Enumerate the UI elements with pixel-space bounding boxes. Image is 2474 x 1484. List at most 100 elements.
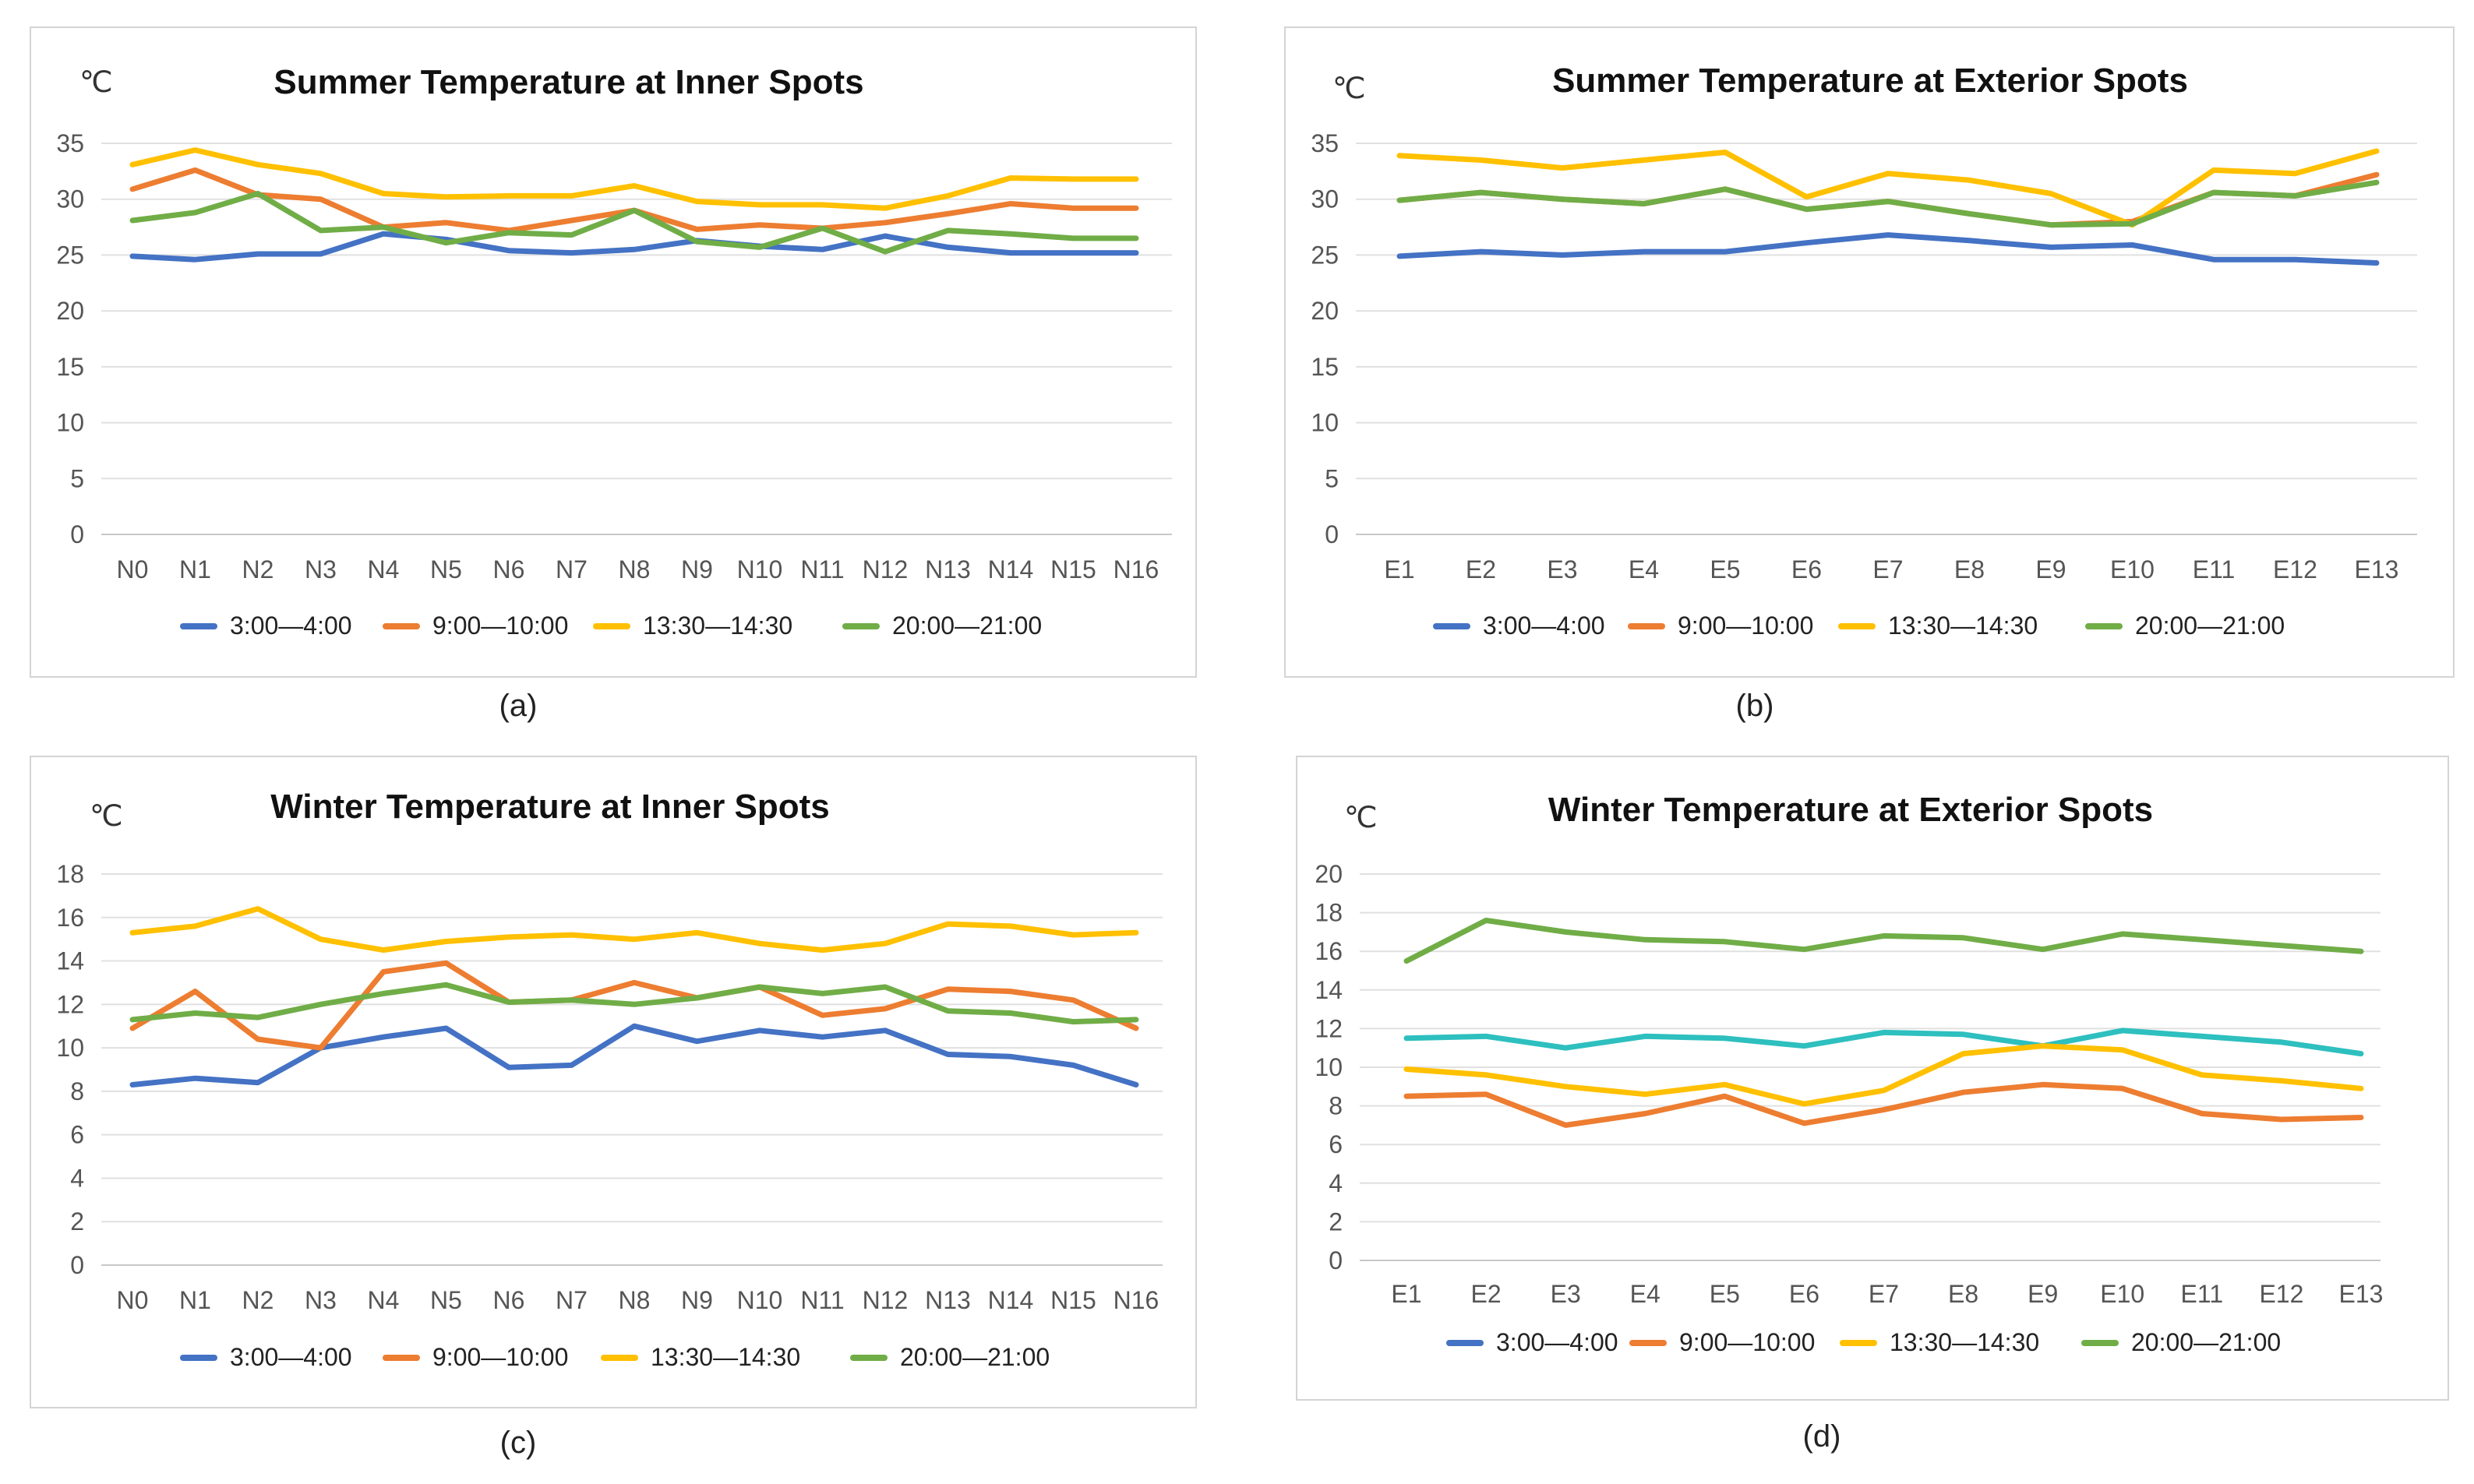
y-tick-label: 18	[56, 860, 84, 888]
caption-b: (b)	[1735, 689, 1774, 723]
legend-label: 3:00—4:00	[230, 1343, 352, 1371]
x-tick-label: E8	[1954, 555, 1985, 583]
caption-c: (c)	[499, 1426, 537, 1460]
x-tick-label: E10	[2100, 1280, 2144, 1308]
x-tick-label: N13	[925, 1286, 971, 1314]
x-tick-label: N3	[305, 1286, 337, 1314]
x-tick-label: E11	[2181, 1280, 2224, 1308]
x-tick-label: N11	[800, 555, 844, 583]
series-line	[1403, 1043, 2364, 1107]
legend-label: 20:00—21:00	[900, 1343, 1050, 1371]
legend-label: 13:30—14:30	[651, 1343, 800, 1371]
chart-a-xticks: N0 N1 N2 N3 N4 N5 N6 N7 N8 N9 N10 N11 N12 N13 N14 N15 N1…	[117, 555, 1159, 583]
y-tick-label: 6	[70, 1121, 84, 1149]
x-tick-label: N1	[179, 555, 211, 583]
series-line	[129, 1023, 1139, 1087]
x-tick-label: E9	[2035, 555, 2066, 583]
x-tick-label: N6	[493, 1286, 525, 1314]
x-tick-label: E13	[2355, 555, 2399, 583]
series-line	[1403, 1028, 2364, 1057]
series-line	[129, 231, 1139, 263]
x-tick-label: N14	[988, 1286, 1034, 1314]
chart-b-series	[1396, 148, 2380, 266]
series-line	[129, 167, 1139, 234]
series-line	[1403, 1081, 2364, 1128]
x-tick-label: E7	[1869, 1280, 1899, 1308]
y-tick-label: 16	[56, 904, 84, 932]
y-tick-label: 20	[1311, 297, 1339, 325]
legend-label: 20:00—21:00	[2135, 612, 2285, 640]
x-tick-label: N8	[619, 1286, 651, 1314]
chart-d-title: Winter Temperature at Exterior Spots	[1548, 791, 2153, 829]
y-tick-label: 10	[56, 1034, 84, 1062]
legend-label: 13:30—14:30	[1888, 612, 2038, 640]
y-tick-label: 12	[56, 990, 84, 1018]
x-tick-label: N10	[737, 1286, 783, 1314]
y-tick-label: 0	[70, 1251, 84, 1279]
x-tick-label: N13	[925, 555, 971, 583]
y-tick-label: 20	[56, 297, 84, 325]
x-tick-label: N0	[117, 555, 149, 583]
chart-d-series	[1403, 918, 2364, 1128]
chart-a-legend: 3:00—4:00 9:00—10:00 13:30—14:30 20:00—21:0…	[180, 612, 1042, 640]
series-line	[1396, 179, 2380, 228]
y-tick-label: 8	[1329, 1092, 1343, 1120]
x-tick-label: N0	[117, 1286, 149, 1314]
chart-b-svg: ℃ Summer Temperature at Exterior Spots 0…	[1311, 62, 2417, 640]
x-tick-label: N5	[430, 555, 462, 583]
x-tick-label: E8	[1948, 1280, 1978, 1308]
x-tick-label: E13	[2339, 1280, 2384, 1308]
chart-b-yticks: 0 5 10 15 20 25 30 35	[1311, 129, 1339, 548]
chart-b-title: Summer Temperature at Exterior Spots	[1552, 62, 2188, 100]
y-tick-label: 16	[1315, 937, 1343, 965]
x-tick-label: N10	[737, 555, 783, 583]
chart-panel-c: ℃ Winter Temperature at Inner Spots 0 2 4 6…	[30, 756, 1197, 1408]
caption-d: (d)	[1802, 1419, 1841, 1454]
legend-label: 3:00—4:00	[1483, 612, 1605, 640]
chart-panel-d: ℃ Winter Temperature at Exterior Spots 0…	[1296, 756, 2449, 1401]
x-tick-label: E5	[1710, 555, 1740, 583]
y-tick-label: 15	[1311, 353, 1339, 381]
y-tick-label: 10	[56, 409, 84, 437]
x-tick-label: N11	[800, 1286, 844, 1314]
series-line	[1396, 232, 2380, 266]
x-tick-label: E1	[1391, 1280, 1421, 1308]
chart-b-legend: 3:00—4:00 9:00—10:00 13:30—14:30 20:00—21:0…	[1433, 612, 2285, 640]
x-tick-label: E11	[2193, 555, 2236, 583]
legend-label: 3:00—4:00	[230, 612, 352, 640]
y-tick-label: 10	[1315, 1053, 1343, 1081]
chart-d-svg: ℃ Winter Temperature at Exterior Spots 0…	[1315, 791, 2384, 1356]
y-tick-label: 0	[1325, 520, 1339, 548]
x-tick-label: N12	[863, 555, 909, 583]
legend-label: 9:00—10:00	[1678, 612, 1813, 640]
y-tick-label: 20	[1315, 860, 1343, 888]
y-tick-label: 15	[56, 353, 84, 381]
y-tick-label: 25	[1311, 241, 1339, 269]
x-tick-label: E4	[1629, 555, 1659, 583]
x-tick-label: N12	[863, 1286, 909, 1314]
chart-a-yticks: 0 5 10 15 20 25 30 35	[56, 129, 84, 548]
series-line	[129, 906, 1139, 953]
series-line	[1396, 148, 2380, 228]
chart-c-series	[129, 906, 1139, 1087]
x-tick-label: N1	[179, 1286, 211, 1314]
chart-a-series	[129, 147, 1139, 263]
x-tick-label: N15	[1050, 555, 1096, 583]
caption-a: (a)	[499, 689, 538, 723]
legend-label: 3:00—4:00	[1496, 1328, 1618, 1356]
y-tick-label: 5	[1325, 464, 1339, 492]
x-tick-label: N4	[368, 555, 400, 583]
x-tick-label: N2	[242, 1286, 274, 1314]
y-tick-label: 8	[70, 1077, 84, 1105]
x-tick-label: E5	[1710, 1280, 1740, 1308]
x-tick-label: E3	[1547, 555, 1577, 583]
chart-c-unit: ℃	[90, 800, 123, 833]
chart-c-yticks: 0 2 4 6 8 10 12 14 16 18	[56, 860, 84, 1279]
x-tick-label: E3	[1551, 1280, 1581, 1308]
chart-c-grid	[101, 873, 1163, 1266]
x-tick-label: E7	[1872, 555, 1903, 583]
legend-label: 13:30—14:30	[643, 612, 792, 640]
legend-label: 9:00—10:00	[1679, 1328, 1815, 1356]
series-line	[129, 960, 1139, 1051]
x-tick-label: E12	[2273, 555, 2317, 583]
